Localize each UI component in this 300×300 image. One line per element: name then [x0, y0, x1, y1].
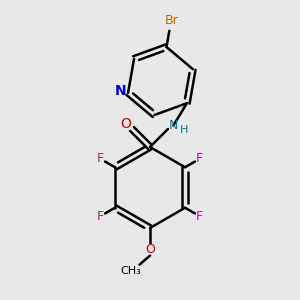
Text: F: F: [97, 209, 104, 223]
Text: F: F: [196, 152, 203, 166]
Text: F: F: [196, 209, 203, 223]
Text: Br: Br: [164, 14, 178, 27]
Text: O: O: [145, 243, 155, 256]
Text: N: N: [169, 119, 178, 132]
Text: H: H: [179, 125, 188, 136]
Text: O: O: [120, 118, 131, 131]
Text: CH₃: CH₃: [120, 266, 141, 277]
Text: F: F: [97, 152, 104, 166]
Text: N: N: [115, 84, 126, 98]
